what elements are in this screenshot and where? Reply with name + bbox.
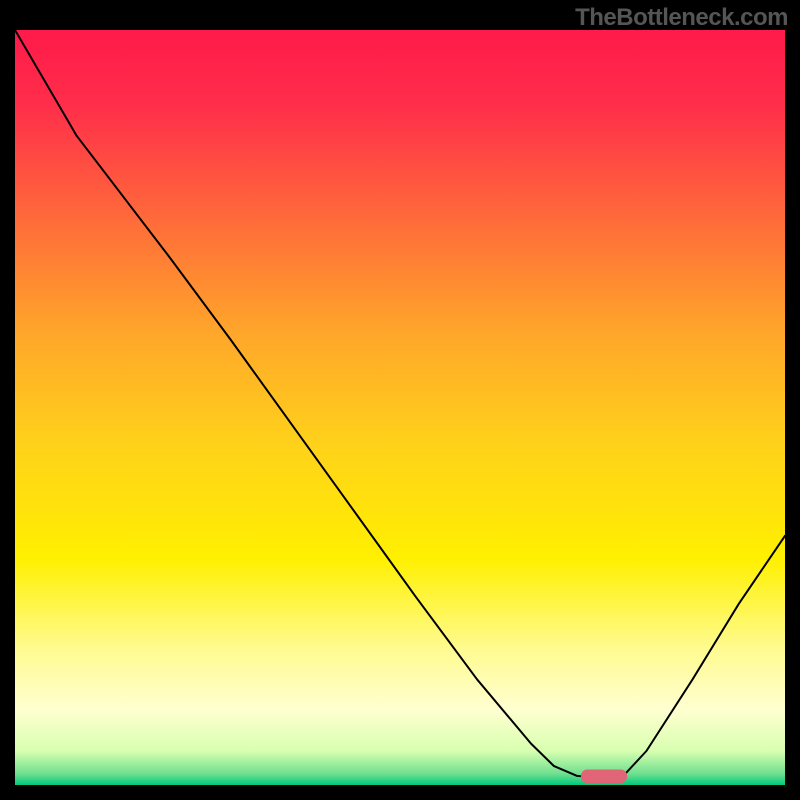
chart-svg <box>15 30 785 785</box>
watermark-text: TheBottleneck.com <box>575 4 788 32</box>
plot-area <box>15 30 785 785</box>
gradient-background <box>15 30 785 785</box>
optimum-marker <box>581 770 627 784</box>
chart-frame: TheBottleneck.com <box>0 0 800 800</box>
